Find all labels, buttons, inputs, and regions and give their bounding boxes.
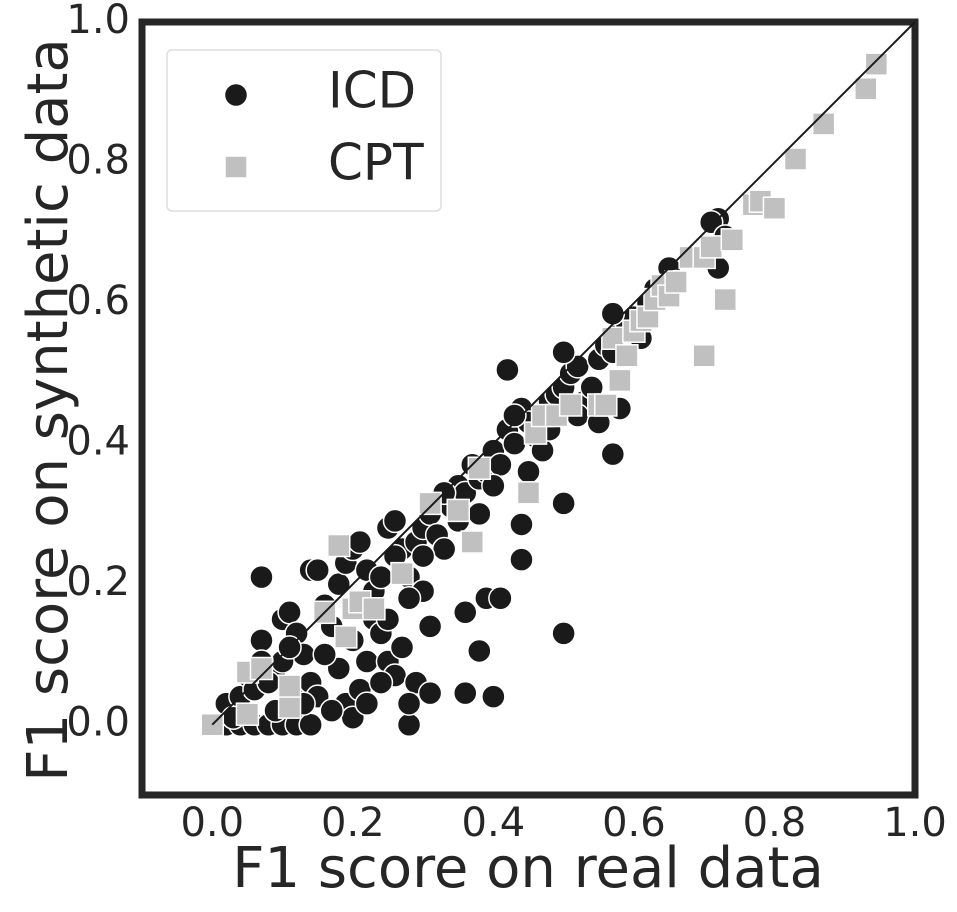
points	[200, 52, 889, 737]
point	[495, 357, 520, 383]
legend-marker	[224, 155, 248, 179]
point	[600, 301, 626, 326]
x-tick-label: 0.0	[180, 800, 244, 846]
point	[410, 543, 436, 569]
point	[389, 635, 415, 660]
point	[453, 600, 478, 625]
point	[417, 680, 443, 706]
y-tick-label: 0.6	[66, 278, 130, 324]
x-tick-label: 0.2	[321, 800, 385, 846]
legend-label: CPT	[328, 134, 424, 192]
point	[249, 656, 274, 681]
point	[854, 77, 878, 101]
point	[664, 270, 688, 294]
point	[334, 625, 358, 649]
point	[277, 600, 302, 625]
point	[481, 473, 506, 499]
point	[488, 452, 513, 477]
point	[382, 508, 408, 534]
point	[467, 501, 492, 527]
point	[600, 441, 626, 467]
point	[431, 536, 457, 562]
x-tick-label: 0.8	[743, 800, 807, 846]
point	[460, 530, 485, 554]
point	[699, 235, 723, 259]
point	[509, 547, 534, 572]
legend-label: ICD	[328, 62, 416, 120]
x-axis-label: F1 score on real data	[232, 836, 824, 901]
point	[390, 561, 414, 586]
y-tick-label: 0.2	[66, 559, 130, 605]
point	[481, 684, 506, 709]
point	[502, 431, 527, 456]
point	[396, 585, 422, 611]
point	[446, 498, 470, 523]
point	[354, 691, 380, 716]
point	[453, 680, 478, 706]
point	[327, 533, 351, 558]
point	[305, 557, 330, 583]
point	[347, 529, 373, 555]
point	[396, 691, 422, 716]
y-tick-label: 0.4	[66, 419, 130, 465]
point	[249, 628, 274, 653]
point	[594, 393, 618, 417]
diagonal-line	[211, 21, 916, 726]
point	[235, 702, 260, 726]
point	[615, 344, 639, 368]
point	[783, 147, 808, 171]
point	[551, 621, 576, 646]
point	[298, 712, 323, 737]
x-tick-label: 0.4	[462, 800, 526, 846]
point	[319, 698, 344, 723]
point	[502, 403, 527, 428]
point	[362, 597, 386, 621]
legend: ICD CPT	[166, 49, 442, 212]
point	[811, 112, 836, 136]
point	[551, 340, 576, 365]
point	[368, 564, 394, 590]
point	[864, 52, 889, 76]
y-tick-label: 0.8	[66, 138, 130, 184]
point	[516, 481, 541, 505]
point	[762, 196, 787, 220]
y-axis-label: F1 score on synthetic data	[16, 38, 81, 781]
legend-marker	[223, 82, 249, 108]
point	[326, 571, 352, 597]
point	[551, 491, 576, 516]
point	[277, 674, 302, 698]
point	[354, 649, 380, 674]
point	[509, 512, 534, 537]
point	[467, 456, 492, 480]
point	[720, 228, 745, 252]
point	[396, 712, 422, 737]
plot-frame	[138, 18, 919, 799]
point	[488, 585, 513, 611]
point	[692, 344, 716, 368]
point	[277, 695, 302, 719]
point	[368, 670, 394, 695]
point	[312, 642, 337, 667]
y-tick-label: 1.0	[66, 0, 130, 43]
point	[608, 368, 632, 393]
y-tick-label: 0.0	[66, 700, 130, 746]
point	[249, 564, 274, 590]
point	[713, 287, 738, 312]
point	[516, 459, 541, 484]
point	[467, 638, 492, 664]
point	[417, 614, 443, 639]
x-tick-label: 1.0	[883, 800, 947, 846]
point	[558, 393, 583, 417]
x-tick-label: 0.6	[602, 800, 666, 846]
point	[418, 491, 442, 516]
